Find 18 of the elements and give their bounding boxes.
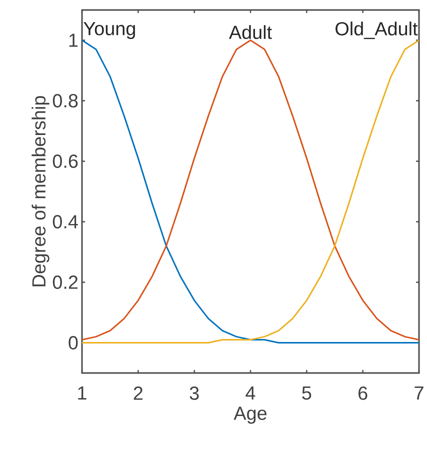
x-axis-title: Age xyxy=(234,406,266,424)
y-tick-label: 1 xyxy=(69,34,78,47)
y-axis-title: Degree of membership xyxy=(32,96,50,286)
x-tick-label: 2 xyxy=(134,386,142,400)
x-tick-label: 4 xyxy=(246,386,256,400)
x-tick-label: 7 xyxy=(414,386,424,400)
x-tick-label: 5 xyxy=(302,386,312,400)
annotation: Old_Adult xyxy=(336,22,418,40)
annotation: Young xyxy=(84,22,135,40)
y-tick-label: 0.4 xyxy=(52,215,78,228)
y-tick-label: 0.6 xyxy=(52,154,78,168)
x-tick-label: 3 xyxy=(190,386,199,400)
y-tick-label: 0 xyxy=(68,336,78,350)
y-tick-label: 0.2 xyxy=(52,276,78,289)
x-tick-label: 1 xyxy=(78,386,86,400)
x-tick-label: 6 xyxy=(358,386,368,400)
annotation: Adult xyxy=(228,25,272,40)
y-tick-label: 0.8 xyxy=(52,94,78,108)
